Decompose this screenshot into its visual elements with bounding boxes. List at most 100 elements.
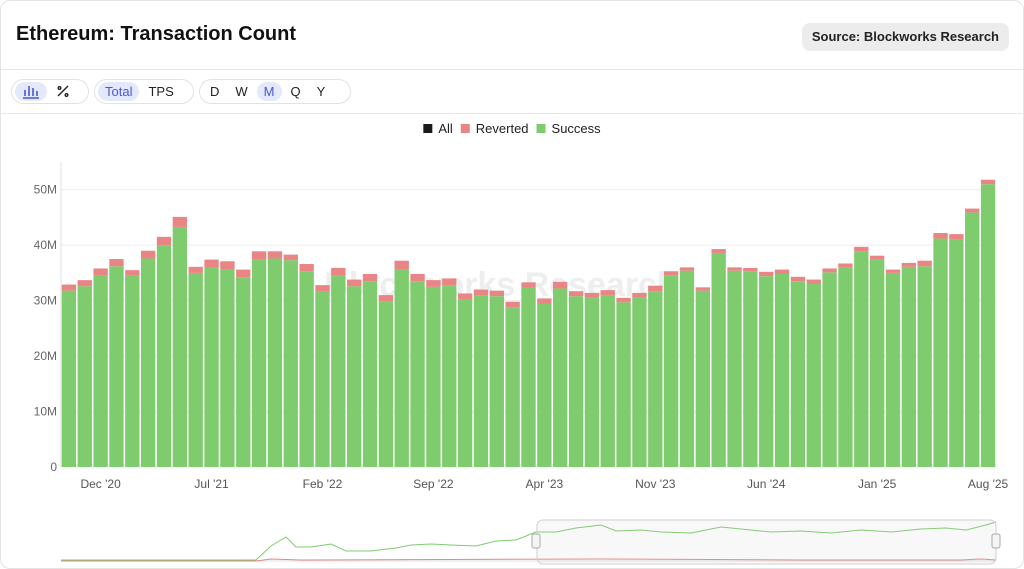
legend-swatch (536, 124, 546, 133)
bar-segment (61, 284, 77, 291)
bar-segment (109, 266, 124, 467)
bar-segment (949, 239, 964, 467)
bar-segment (204, 267, 219, 467)
bar-segment (331, 275, 346, 467)
x-tick-label: Jun '24 (747, 477, 786, 491)
bar-segment (616, 302, 631, 467)
bar-segment (584, 292, 600, 298)
legend-label: Reverted (476, 121, 529, 136)
source-button[interactable]: Source: Blockworks Research (801, 23, 1009, 51)
bar-segment (426, 280, 441, 287)
bar-segment (980, 184, 996, 467)
legend-swatch (460, 124, 470, 133)
bar-segment (521, 282, 536, 288)
bar-segment (965, 212, 980, 467)
bar-segment (140, 250, 156, 259)
bar-segment (172, 226, 188, 467)
bar-segment (679, 267, 695, 271)
x-tick-label: Apr '23 (526, 477, 564, 491)
bar-segment (457, 293, 473, 299)
bar-segment (156, 236, 172, 246)
bar-segment (410, 274, 425, 282)
x-tick-label: Aug '25 (968, 477, 1009, 491)
bar-segment (61, 290, 77, 467)
bar-segment (315, 291, 330, 467)
x-tick-label: Feb '22 (303, 477, 343, 491)
x-tick-label: Nov '23 (635, 477, 676, 491)
legend-swatch (423, 124, 433, 133)
bar-segment (299, 271, 314, 467)
bar-segment (965, 208, 980, 213)
y-tick-label: 20M (34, 349, 57, 363)
bar-segment (362, 281, 378, 467)
bar-segment (473, 295, 489, 467)
bar-segment (759, 276, 774, 467)
bar-segment (489, 290, 504, 297)
bar-segment (220, 269, 235, 467)
bar-icon-button[interactable] (15, 82, 47, 101)
bar-segment (727, 270, 742, 467)
bar-segment (457, 298, 473, 467)
bar-segment (251, 251, 267, 260)
bar-segment (949, 234, 964, 240)
bar-segment (553, 281, 568, 289)
bar-segment (331, 267, 346, 276)
bar-segment (537, 298, 552, 304)
toolbar-button[interactable]: M (256, 82, 282, 101)
bar-segment (505, 301, 520, 308)
divider (1, 69, 1023, 70)
bar-segment (743, 267, 758, 272)
bar-segment (632, 297, 647, 467)
y-tick-label: 0 (50, 460, 57, 474)
bar-segment (299, 264, 314, 272)
bar-segment (663, 271, 679, 276)
bar-segment (679, 270, 695, 467)
bar-segment (378, 301, 394, 467)
bar-segment (77, 280, 92, 287)
bar-segment (648, 285, 663, 292)
x-tick-label: Sep '22 (413, 477, 454, 491)
bar-segment (251, 259, 267, 467)
percent-icon-button[interactable] (49, 82, 77, 101)
bar-segment (77, 286, 92, 467)
bar-segment (838, 263, 853, 268)
bar-segment (774, 269, 790, 275)
toolbar-button[interactable]: W (235, 84, 248, 99)
y-tick-label: 30M (34, 294, 57, 308)
chart-type-group (11, 79, 89, 104)
bar-segment (822, 268, 837, 273)
bar-segment (109, 259, 124, 267)
bar-segment (933, 232, 948, 239)
bar-segment (188, 272, 203, 467)
x-tick-label: Jul '21 (194, 477, 229, 491)
bar-segment (394, 260, 409, 270)
bar-segment (347, 279, 362, 287)
bar-segment (854, 246, 869, 252)
bar-segment (663, 275, 679, 467)
y-tick-label: 40M (34, 238, 57, 252)
navigator (61, 519, 1001, 565)
toolbar-button[interactable]: D (210, 84, 220, 99)
toolbar-button[interactable]: Q (290, 84, 301, 99)
bar-segment (267, 258, 283, 467)
toolbar-button[interactable]: Y (316, 84, 326, 99)
bar-segment (537, 303, 552, 467)
legend-label: Success (552, 121, 602, 136)
bar-segment (568, 296, 584, 467)
bar-segment (901, 262, 917, 267)
bar-segment (695, 290, 710, 467)
bar-segment (711, 252, 726, 467)
toolbar-button[interactable]: TPS (148, 84, 174, 99)
bar-segment (236, 269, 251, 278)
bar-segment (568, 291, 584, 297)
divider (1, 113, 1023, 114)
bar-segment (869, 255, 885, 260)
bar-segment (933, 238, 948, 467)
toolbar-button[interactable]: Total (98, 82, 140, 101)
bar-segment (600, 290, 615, 296)
bar-segment (901, 266, 917, 467)
bar-segment (236, 277, 251, 467)
bar-segment (632, 292, 647, 298)
